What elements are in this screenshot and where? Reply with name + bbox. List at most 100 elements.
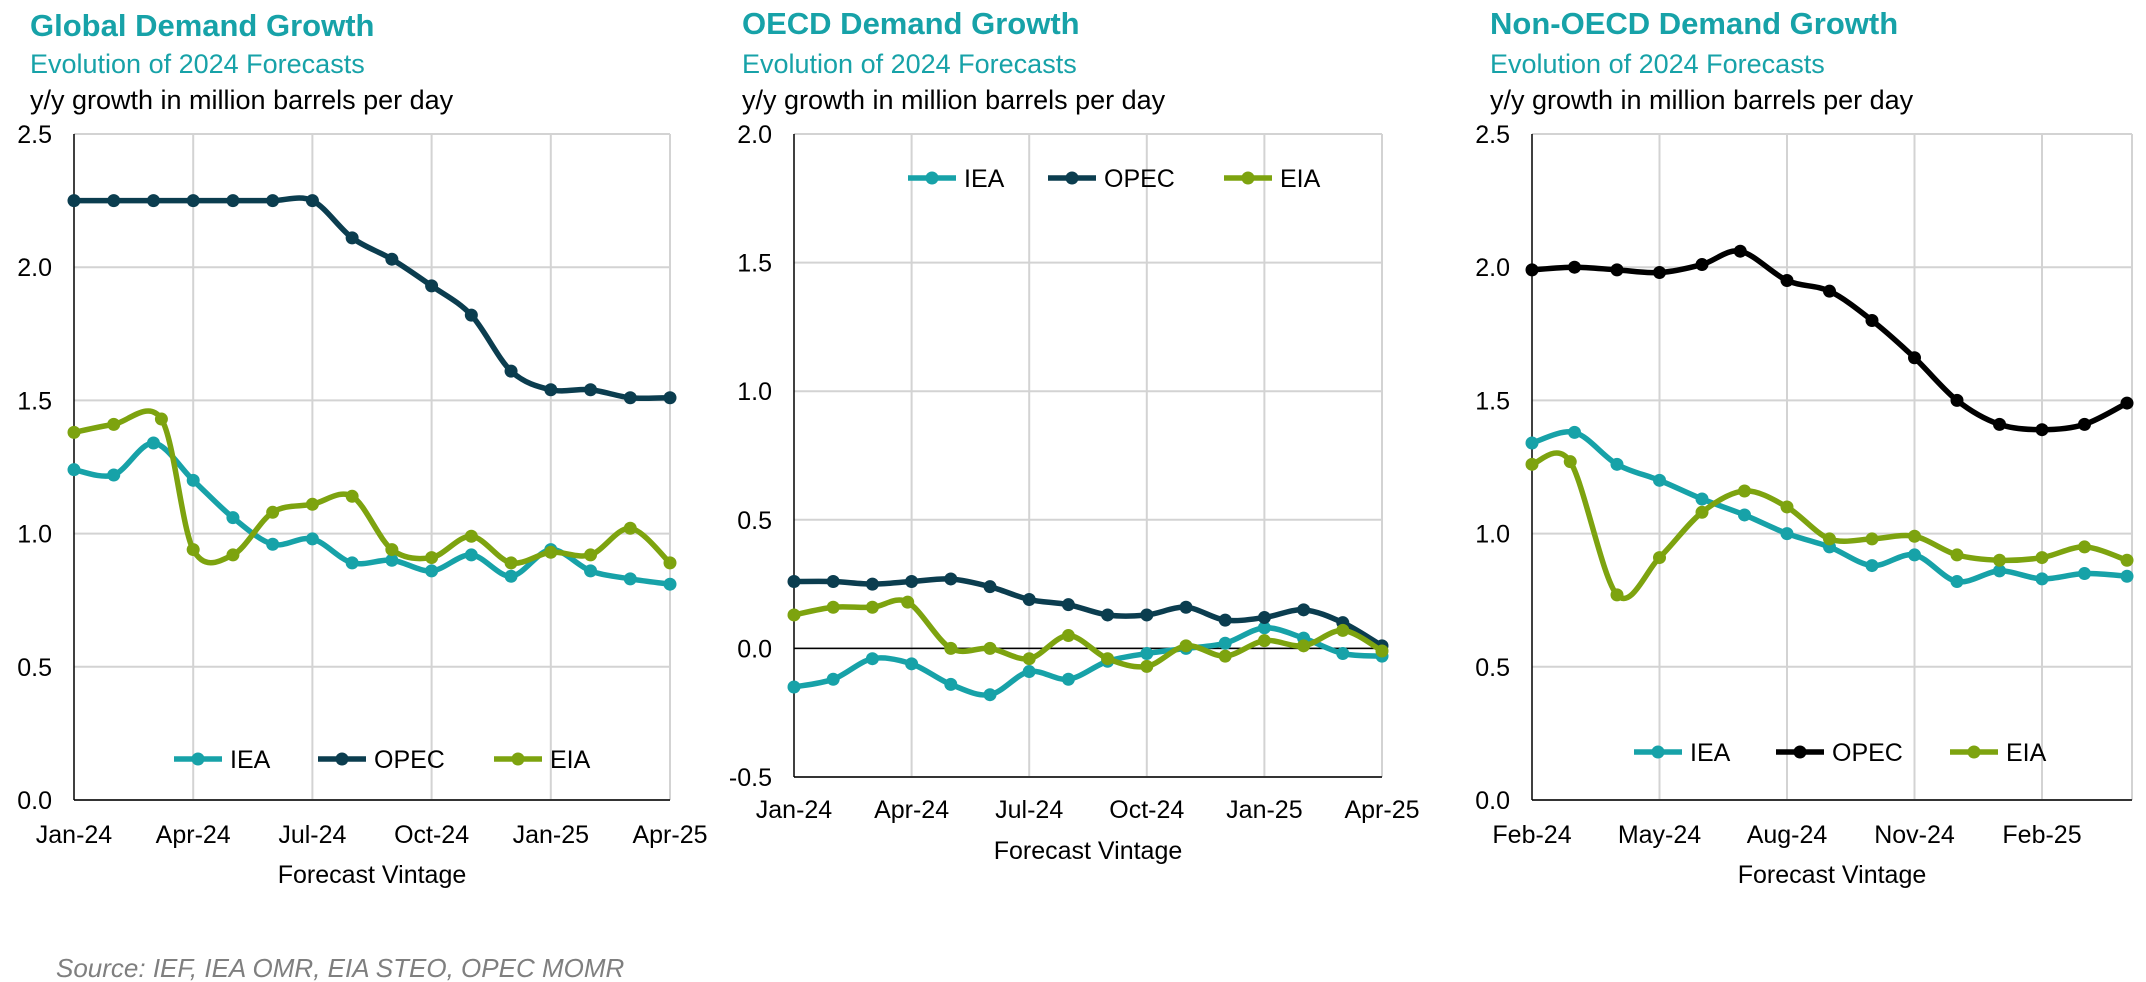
global-iea-point [504, 569, 518, 583]
non-oecd-eia-point [1653, 551, 1666, 565]
oecd-iea-point [983, 688, 997, 702]
global-iea-point [345, 556, 359, 570]
oecd-eia-point [1140, 659, 1154, 673]
oecd-chart-title: OECD Demand Growth [742, 6, 1080, 41]
oecd-y-tick-label: 2.0 [737, 121, 772, 149]
non-oecd-demand-chart: Non-OECD Demand Growth Evolution of 2024… [1475, 6, 2134, 889]
global-y-tick-label: 1.0 [17, 521, 52, 549]
global-eia-point [345, 489, 359, 503]
non-oecd-y-tick-label: 1.5 [1475, 387, 1510, 415]
oecd-legend-eia-marker [1241, 171, 1255, 185]
global-gridlines [73, 133, 671, 801]
oecd-opec-point [944, 572, 958, 586]
oecd-x-tick-labels: Jan-24 Apr-24 Jul-24 Oct-24 Jan-25 Apr-25 [756, 796, 1420, 824]
global-x-tick-labels: Jan-24 Apr-24 Jul-24 Oct-24 Jan-25 Apr-25 [36, 821, 708, 849]
global-eia-point [305, 497, 319, 511]
global-x-tick-label: Jan-24 [36, 821, 113, 849]
global-eia-point [266, 505, 280, 519]
non-oecd-eia-point [1865, 532, 1879, 546]
non-oecd-chart-unit-label: y/y growth in million barrels per day [1490, 85, 1914, 115]
non-oecd-iea-point [1738, 508, 1751, 522]
non-oecd-x-tick-label: Feb-24 [1492, 821, 1571, 849]
non-oecd-opec-point [1653, 266, 1666, 280]
oecd-series [787, 572, 1389, 702]
oecd-opec-point [865, 577, 879, 591]
global-x-tick-label: Jan-25 [513, 821, 589, 849]
non-oecd-eia-point [1610, 588, 1624, 602]
global-eia-point [464, 529, 478, 543]
oecd-legend-opec-label: OPEC [1104, 165, 1175, 193]
global-y-tick-label: 2.0 [17, 254, 52, 282]
global-chart-title: Global Demand Growth [30, 8, 374, 43]
non-oecd-opec-point [1733, 244, 1747, 258]
global-iea-point [107, 468, 121, 482]
oecd-x-tick-label: Jul-24 [995, 796, 1063, 824]
non-oecd-legend-opec-label: OPEC [1832, 739, 1903, 767]
global-legend-iea-marker [191, 752, 205, 766]
non-oecd-y-tick-label: 0.5 [1475, 654, 1510, 682]
oecd-x-tick-label: Apr-24 [874, 796, 949, 824]
non-oecd-legend: IEA OPEC EIA [1634, 739, 2047, 767]
oecd-x-tick-label: Apr-25 [1344, 796, 1419, 824]
global-x-tick-label: Apr-25 [632, 821, 707, 849]
global-iea-point [226, 511, 240, 525]
global-opec-point [663, 391, 677, 405]
oecd-gridlines [793, 133, 1383, 778]
non-oecd-series [1525, 244, 2134, 602]
non-oecd-x-tick-label: Aug-24 [1747, 821, 1828, 849]
non-oecd-gridlines [1531, 133, 2133, 801]
global-eia-point [67, 425, 81, 439]
oecd-opec-point [787, 575, 801, 589]
global-y-tick-label: 1.5 [17, 387, 52, 415]
non-oecd-iea-point [2035, 572, 2049, 586]
global-eia-point [623, 521, 637, 535]
non-oecd-opec-point [2035, 423, 2049, 437]
global-opec-point [305, 194, 319, 208]
non-oecd-eia-point [2120, 553, 2134, 567]
non-oecd-x-tick-label: Nov-24 [1874, 821, 1955, 849]
global-x-tick-label: Jul-24 [278, 821, 346, 849]
oecd-eia-point [1218, 649, 1232, 663]
oecd-opec-point [1218, 613, 1232, 627]
global-opec-point [226, 194, 240, 208]
non-oecd-opec-point [1908, 351, 1921, 365]
global-opec-point [186, 194, 200, 208]
non-oecd-opec-point [2078, 417, 2091, 431]
oecd-iea-point [865, 652, 879, 666]
oecd-eia-line [791, 597, 1385, 670]
global-eia-point [504, 556, 518, 570]
non-oecd-legend-opec-marker [1793, 745, 1807, 759]
oecd-iea-point [1218, 636, 1232, 650]
global-eia-point [154, 412, 168, 426]
global-iea-point [623, 572, 637, 586]
global-opec-point [107, 194, 121, 208]
non-oecd-eia-point [1695, 505, 1709, 519]
oecd-eia-point [1179, 639, 1193, 653]
non-oecd-y-tick-label: 2.5 [1475, 121, 1510, 149]
non-oecd-opec-point [1950, 393, 1964, 407]
oecd-eia-point [787, 608, 801, 622]
non-oecd-opec-point [1865, 313, 1879, 327]
oecd-eia-point [1022, 652, 1036, 666]
global-legend-eia-label: EIA [550, 746, 591, 774]
global-x-tick-label: Apr-24 [156, 821, 231, 849]
non-oecd-iea-point [1993, 564, 2006, 578]
global-legend-eia-marker [511, 752, 525, 766]
global-iea-point [266, 537, 280, 551]
global-legend: IEA OPEC EIA [174, 746, 591, 774]
oecd-opec-point [983, 580, 997, 594]
non-oecd-legend-iea-label: IEA [1690, 739, 1731, 767]
global-chart-unit-label: y/y growth in million barrels per day [30, 85, 454, 115]
non-oecd-legend-eia-label: EIA [2006, 739, 2047, 767]
global-iea-point [186, 473, 200, 487]
non-oecd-opec-point [2120, 396, 2134, 410]
global-opec-point [584, 383, 598, 397]
global-y-tick-labels: 0.0 0.5 1.0 1.5 2.0 2.5 [17, 121, 52, 815]
oecd-chart-unit-label: y/y growth in million barrels per day [742, 85, 1166, 115]
non-oecd-opec-line [1529, 248, 2130, 433]
non-oecd-eia-point [1950, 548, 1964, 562]
oecd-eia-point [901, 595, 915, 609]
global-opec-point [385, 252, 399, 266]
non-oecd-eia-point [2078, 540, 2091, 554]
